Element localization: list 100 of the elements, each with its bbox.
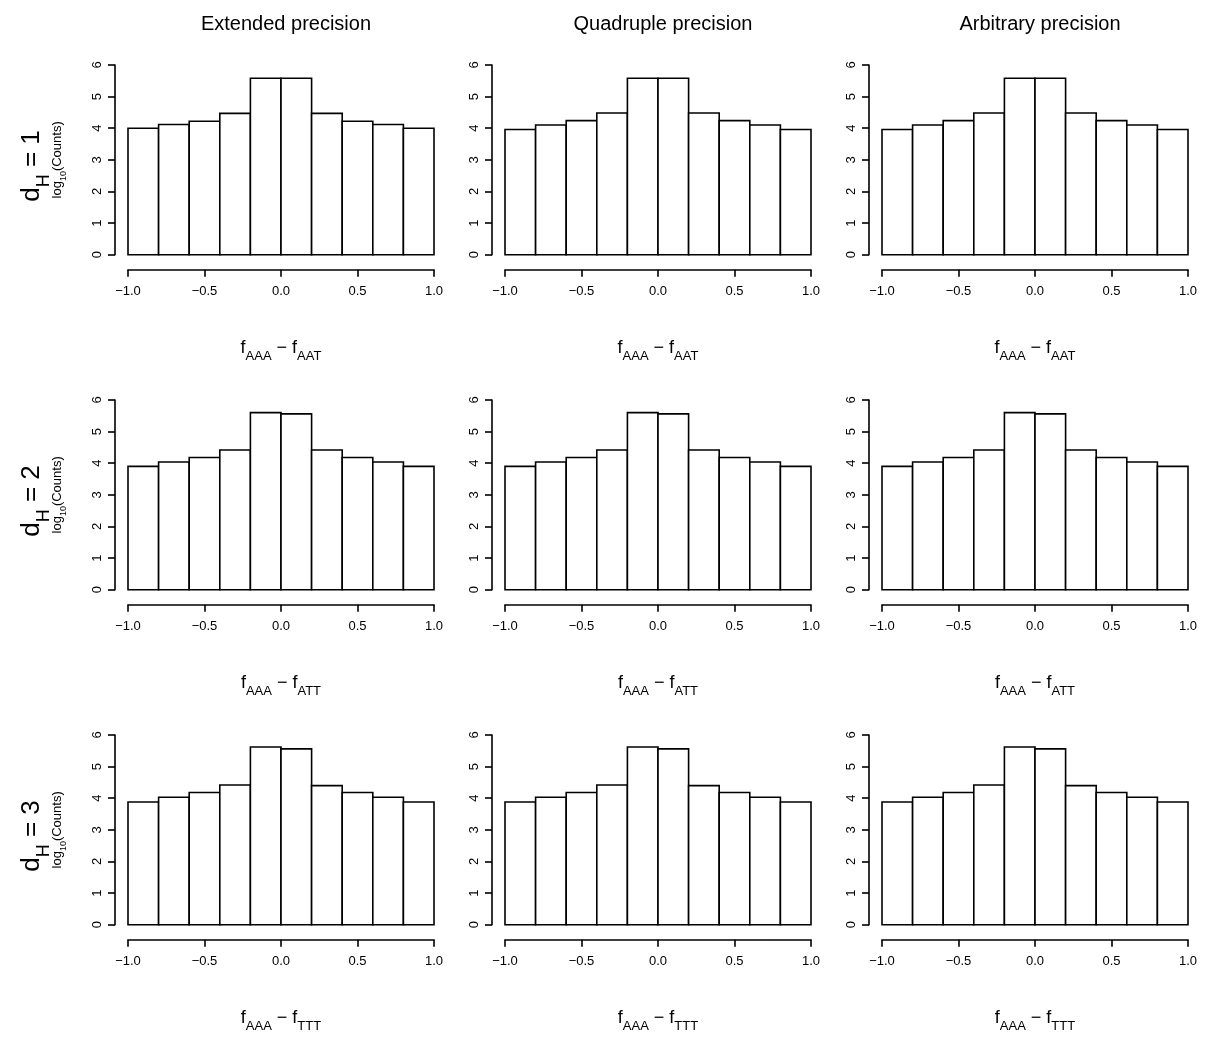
x-tick-label: −1.0 — [869, 617, 895, 633]
y-tick-label: 2 — [843, 522, 858, 531]
y-tick-label: 5 — [466, 93, 481, 101]
y-tick-label: 0 — [89, 251, 104, 259]
x-tick-label: 0.0 — [648, 952, 668, 968]
x-tick-label: −1.0 — [869, 282, 895, 298]
y-tick-label: 5 — [89, 428, 104, 436]
y-tick-label: 1 — [843, 219, 858, 227]
x-tick-label: −0.5 — [568, 617, 595, 633]
x-tick-label: 0.0 — [648, 282, 668, 298]
x-tick-label: −0.5 — [568, 282, 595, 298]
y-tick-label: 6 — [89, 731, 104, 739]
y-tick-label: 6 — [466, 731, 481, 739]
y-tick-label: 4 — [466, 794, 481, 802]
chart-title: Extended precision — [200, 12, 372, 34]
y-axis-title: log10(Counts) — [49, 456, 69, 534]
y-tick-label: 6 — [466, 396, 481, 404]
x-tick-label: −1.0 — [869, 952, 895, 968]
x-tick-label: 1.0 — [424, 617, 444, 633]
y-tick-label: 4 — [89, 459, 104, 467]
x-tick-label: −0.5 — [191, 617, 218, 633]
chart-title: Quadruple precision — [573, 12, 753, 34]
x-tick-label: 0.0 — [1025, 952, 1045, 968]
x-tick-label: 1.0 — [1178, 617, 1198, 633]
y-tick-label: 3 — [466, 156, 481, 164]
x-tick-label: −1.0 — [115, 952, 141, 968]
chart-title: Arbitrary precision — [959, 12, 1121, 34]
y-tick-label: 6 — [843, 731, 858, 739]
y-tick-label: 5 — [466, 428, 481, 436]
y-tick-label: 0 — [466, 921, 481, 929]
x-tick-label: −1.0 — [115, 282, 141, 298]
y-tick-label: 3 — [89, 156, 104, 164]
y-tick-label: 2 — [843, 857, 858, 866]
y-tick-label: 6 — [89, 396, 104, 404]
x-tick-label: −0.5 — [191, 282, 218, 298]
y-tick-label: 2 — [466, 857, 481, 866]
x-tick-label: −0.5 — [945, 952, 972, 968]
x-tick-label: 0.0 — [1025, 617, 1045, 633]
y-tick-label: 4 — [466, 459, 481, 467]
y-tick-label: 0 — [466, 251, 481, 259]
x-tick-label: 0.5 — [725, 282, 744, 298]
y-tick-label: 3 — [843, 826, 858, 834]
y-tick-label: 2 — [843, 187, 858, 196]
y-tick-label: 4 — [89, 794, 104, 802]
y-tick-label: 0 — [843, 586, 858, 594]
x-tick-label: 0.5 — [725, 952, 744, 968]
y-tick-label: 1 — [89, 889, 104, 897]
x-tick-label: 0.5 — [1102, 952, 1121, 968]
x-tick-label: 0.0 — [1025, 282, 1045, 298]
x-tick-label: −1.0 — [492, 952, 518, 968]
y-tick-label: 3 — [89, 826, 104, 834]
y-tick-label: 5 — [89, 93, 104, 101]
x-tick-label: −0.5 — [191, 952, 218, 968]
y-axis-title: log10(Counts) — [49, 121, 69, 199]
y-tick-label: 4 — [466, 124, 481, 132]
x-tick-label: 0.5 — [348, 282, 367, 298]
y-tick-label: 0 — [89, 921, 104, 929]
x-tick-label: 1.0 — [801, 282, 821, 298]
y-tick-label: 6 — [843, 396, 858, 404]
y-tick-label: 1 — [843, 889, 858, 897]
y-tick-label: 6 — [466, 61, 481, 69]
y-tick-label: 4 — [843, 124, 858, 132]
y-tick-label: 5 — [89, 763, 104, 771]
y-tick-label: 3 — [466, 491, 481, 499]
y-tick-label: 3 — [843, 156, 858, 164]
x-tick-label: 1.0 — [1178, 952, 1198, 968]
x-tick-label: 0.5 — [725, 617, 744, 633]
y-tick-label: 4 — [843, 459, 858, 467]
x-tick-label: 0.5 — [1102, 617, 1121, 633]
y-tick-label: 5 — [843, 93, 858, 101]
x-tick-label: −1.0 — [492, 617, 518, 633]
y-tick-label: 1 — [89, 219, 104, 227]
y-axis-title: log10(Counts) — [49, 791, 69, 869]
x-tick-label: 0.0 — [271, 952, 291, 968]
y-tick-label: 3 — [466, 826, 481, 834]
x-tick-label: 0.5 — [348, 952, 367, 968]
y-tick-label: 1 — [89, 554, 104, 562]
x-tick-label: 1.0 — [801, 617, 821, 633]
y-tick-label: 4 — [89, 124, 104, 132]
y-tick-label: 5 — [843, 428, 858, 436]
x-tick-label: 0.0 — [271, 282, 291, 298]
x-tick-label: 0.5 — [348, 617, 367, 633]
y-tick-label: 4 — [843, 794, 858, 802]
y-tick-label: 1 — [466, 219, 481, 227]
x-tick-label: 1.0 — [801, 952, 821, 968]
y-tick-label: 2 — [89, 187, 104, 196]
x-tick-label: −0.5 — [945, 282, 972, 298]
y-tick-label: 2 — [466, 187, 481, 196]
x-tick-label: −1.0 — [115, 617, 141, 633]
x-tick-label: 0.5 — [1102, 282, 1121, 298]
y-tick-label: 1 — [843, 554, 858, 562]
y-tick-label: 0 — [466, 586, 481, 594]
y-tick-label: 2 — [89, 522, 104, 531]
y-tick-label: 3 — [843, 491, 858, 499]
y-tick-label: 2 — [89, 857, 104, 866]
y-tick-label: 3 — [89, 491, 104, 499]
y-tick-label: 5 — [466, 763, 481, 771]
y-tick-label: 5 — [843, 763, 858, 771]
x-tick-label: −1.0 — [492, 282, 518, 298]
y-tick-label: 6 — [843, 61, 858, 69]
